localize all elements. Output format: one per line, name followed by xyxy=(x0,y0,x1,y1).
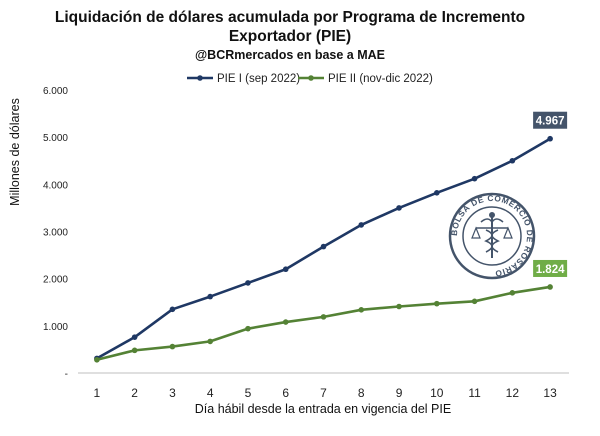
legend-label-1: PIE I (sep 2022) xyxy=(217,73,300,85)
data-point xyxy=(320,243,327,250)
x-tick-label: 13 xyxy=(543,386,557,400)
bolsa-comercio-rosario-seal: BOLSA DE COMERCIO DE ROSARIO xyxy=(448,192,536,280)
data-point xyxy=(471,298,478,305)
x-tick-label: 9 xyxy=(396,386,403,400)
y-tick-label: 2.000 xyxy=(43,275,68,286)
data-point xyxy=(245,325,251,332)
chart-end-labels: 4.967 1.824 xyxy=(533,111,568,277)
end-label-box-1 xyxy=(533,111,568,129)
chart-legend: PIE I (sep 2022) PIE II (nov-dic 2022) xyxy=(187,73,433,85)
data-point xyxy=(547,284,553,290)
data-point xyxy=(282,319,289,325)
data-point xyxy=(396,205,402,211)
y-tick-label: 6.000 xyxy=(43,86,68,97)
chart-series xyxy=(94,135,553,363)
chart-title-line1: Liquidación de dólares acumulada por Pro… xyxy=(55,9,525,26)
x-tick-label: 12 xyxy=(506,386,520,400)
y-tick-label: 3.000 xyxy=(43,228,68,239)
x-tick-label: 3 xyxy=(169,386,176,400)
data-point xyxy=(207,338,213,345)
x-tick-label: 5 xyxy=(245,386,252,400)
legend-label-2: PIE II (nov-dic 2022) xyxy=(328,73,433,85)
data-point xyxy=(547,135,553,142)
x-tick-label: 11 xyxy=(468,386,481,400)
data-point xyxy=(434,300,440,307)
data-point xyxy=(282,266,289,273)
x-tick-label: 7 xyxy=(320,386,327,400)
x-tick-label: 2 xyxy=(131,386,138,400)
data-point xyxy=(471,175,478,182)
chart-title-line2: Exportador (PIE) xyxy=(229,28,351,45)
chart-subtitle: @BCRmercados en base a MAE xyxy=(195,48,385,62)
x-tick-label: 4 xyxy=(207,386,214,400)
x-axis-label: Día hábil desde la entrada en vigencia d… xyxy=(195,402,451,416)
data-point xyxy=(131,347,138,354)
data-point xyxy=(169,343,176,350)
data-point xyxy=(434,190,440,196)
data-point xyxy=(358,306,365,313)
data-point xyxy=(94,356,100,363)
x-tick-label: 10 xyxy=(430,386,444,400)
data-point xyxy=(509,290,516,296)
legend-marker-1 xyxy=(197,75,203,81)
data-point xyxy=(396,303,402,310)
x-tick-label: 8 xyxy=(358,386,365,400)
data-point xyxy=(169,306,176,313)
end-label-1: 4.967 xyxy=(536,116,565,128)
end-label-box-2 xyxy=(533,259,568,277)
data-point xyxy=(509,157,516,164)
series-line-2 xyxy=(96,285,551,362)
data-point xyxy=(358,222,365,228)
legend-marker-2 xyxy=(308,75,314,81)
y-tick-label: 4.000 xyxy=(43,180,68,191)
end-label-2: 1.824 xyxy=(536,264,565,276)
data-point xyxy=(245,280,251,286)
y-axis-label: Millones de dólares xyxy=(8,98,22,206)
x-tick-label: 6 xyxy=(282,386,289,400)
x-tick-label: 1 xyxy=(94,386,101,400)
y-tick-label: 1.000 xyxy=(43,322,68,333)
data-point xyxy=(207,293,213,300)
y-tick-label: 5.000 xyxy=(43,133,68,144)
data-point xyxy=(131,334,138,340)
data-point xyxy=(320,314,327,320)
y-tick-label: - xyxy=(65,369,68,380)
